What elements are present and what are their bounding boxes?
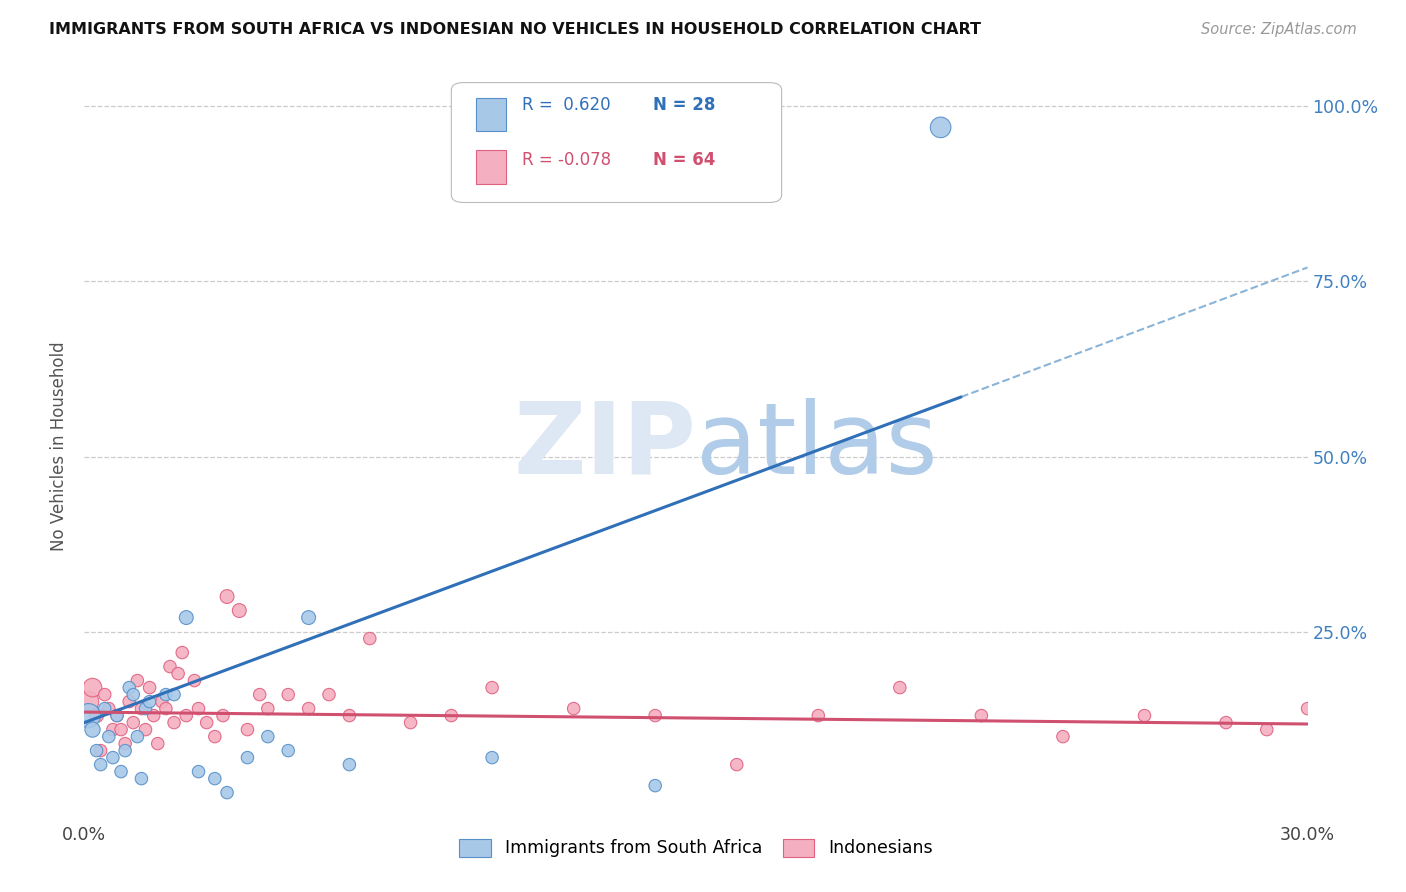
Point <box>249 688 271 702</box>
Point <box>217 590 239 604</box>
Point <box>217 786 239 800</box>
Point <box>138 681 160 695</box>
Point <box>97 701 120 715</box>
Point <box>93 701 115 715</box>
Point <box>90 757 112 772</box>
Text: Source: ZipAtlas.com: Source: ZipAtlas.com <box>1201 22 1357 37</box>
Point <box>212 708 235 723</box>
Point <box>110 723 132 737</box>
Point <box>183 673 205 688</box>
Point <box>110 764 132 779</box>
Point <box>481 750 503 764</box>
Point <box>155 701 177 715</box>
Point <box>114 743 136 757</box>
Point <box>562 701 585 715</box>
Point <box>105 708 128 723</box>
Point <box>93 688 115 702</box>
Point <box>644 708 666 723</box>
Point <box>359 632 381 646</box>
Point <box>807 708 830 723</box>
Point <box>339 757 361 772</box>
Point <box>1215 715 1237 730</box>
Point <box>82 723 104 737</box>
Point <box>277 688 299 702</box>
Point <box>163 688 186 702</box>
Point <box>228 603 250 617</box>
Text: R = -0.078: R = -0.078 <box>522 151 612 169</box>
Point <box>440 708 463 723</box>
Point <box>481 681 503 695</box>
Point <box>86 743 108 757</box>
Point <box>644 779 666 793</box>
Point <box>77 695 100 709</box>
Point <box>725 757 748 772</box>
Point <box>90 743 112 757</box>
Point <box>86 708 108 723</box>
Point <box>195 715 218 730</box>
Y-axis label: No Vehicles in Household: No Vehicles in Household <box>51 341 69 551</box>
Point <box>82 681 104 695</box>
Point <box>970 708 993 723</box>
Text: R =  0.620: R = 0.620 <box>522 96 610 114</box>
Point <box>1296 701 1319 715</box>
Point <box>1052 730 1074 744</box>
Point <box>298 701 321 715</box>
Point <box>150 695 173 709</box>
Text: N = 64: N = 64 <box>654 151 716 169</box>
Point <box>114 737 136 751</box>
Point <box>122 715 145 730</box>
Point <box>105 708 128 723</box>
Point <box>131 701 153 715</box>
Point <box>155 688 177 702</box>
Point <box>118 695 141 709</box>
Point <box>204 772 226 786</box>
Point <box>127 673 149 688</box>
Point <box>399 715 422 730</box>
Text: atlas: atlas <box>696 398 938 494</box>
Point <box>174 708 197 723</box>
Point <box>889 681 911 695</box>
Point <box>298 610 321 624</box>
Point <box>277 743 299 757</box>
Point <box>318 688 340 702</box>
Point <box>159 659 181 673</box>
Point <box>1256 723 1278 737</box>
Point <box>167 666 190 681</box>
Point <box>138 695 160 709</box>
Legend: Immigrants from South Africa, Indonesians: Immigrants from South Africa, Indonesian… <box>453 831 939 864</box>
Point <box>146 737 169 751</box>
Point <box>135 701 157 715</box>
Point <box>339 708 361 723</box>
Point <box>77 708 100 723</box>
Text: N = 28: N = 28 <box>654 96 716 114</box>
Text: ZIP: ZIP <box>513 398 696 494</box>
Point <box>257 701 280 715</box>
Point <box>131 772 153 786</box>
Point <box>187 701 209 715</box>
Point <box>187 764 209 779</box>
Point <box>236 750 259 764</box>
Point <box>174 610 197 624</box>
FancyBboxPatch shape <box>475 97 506 131</box>
Point <box>1133 708 1156 723</box>
FancyBboxPatch shape <box>451 83 782 202</box>
Point <box>135 723 157 737</box>
Point <box>257 730 280 744</box>
Point <box>118 681 141 695</box>
Point <box>97 730 120 744</box>
Point <box>204 730 226 744</box>
Point <box>929 120 952 135</box>
Text: IMMIGRANTS FROM SOUTH AFRICA VS INDONESIAN NO VEHICLES IN HOUSEHOLD CORRELATION : IMMIGRANTS FROM SOUTH AFRICA VS INDONESI… <box>49 22 981 37</box>
Point <box>163 715 186 730</box>
Point <box>142 708 165 723</box>
Point <box>101 750 124 764</box>
Point <box>122 688 145 702</box>
Point <box>127 730 149 744</box>
FancyBboxPatch shape <box>475 150 506 184</box>
Point <box>172 646 194 660</box>
Point <box>101 723 124 737</box>
Point <box>236 723 259 737</box>
